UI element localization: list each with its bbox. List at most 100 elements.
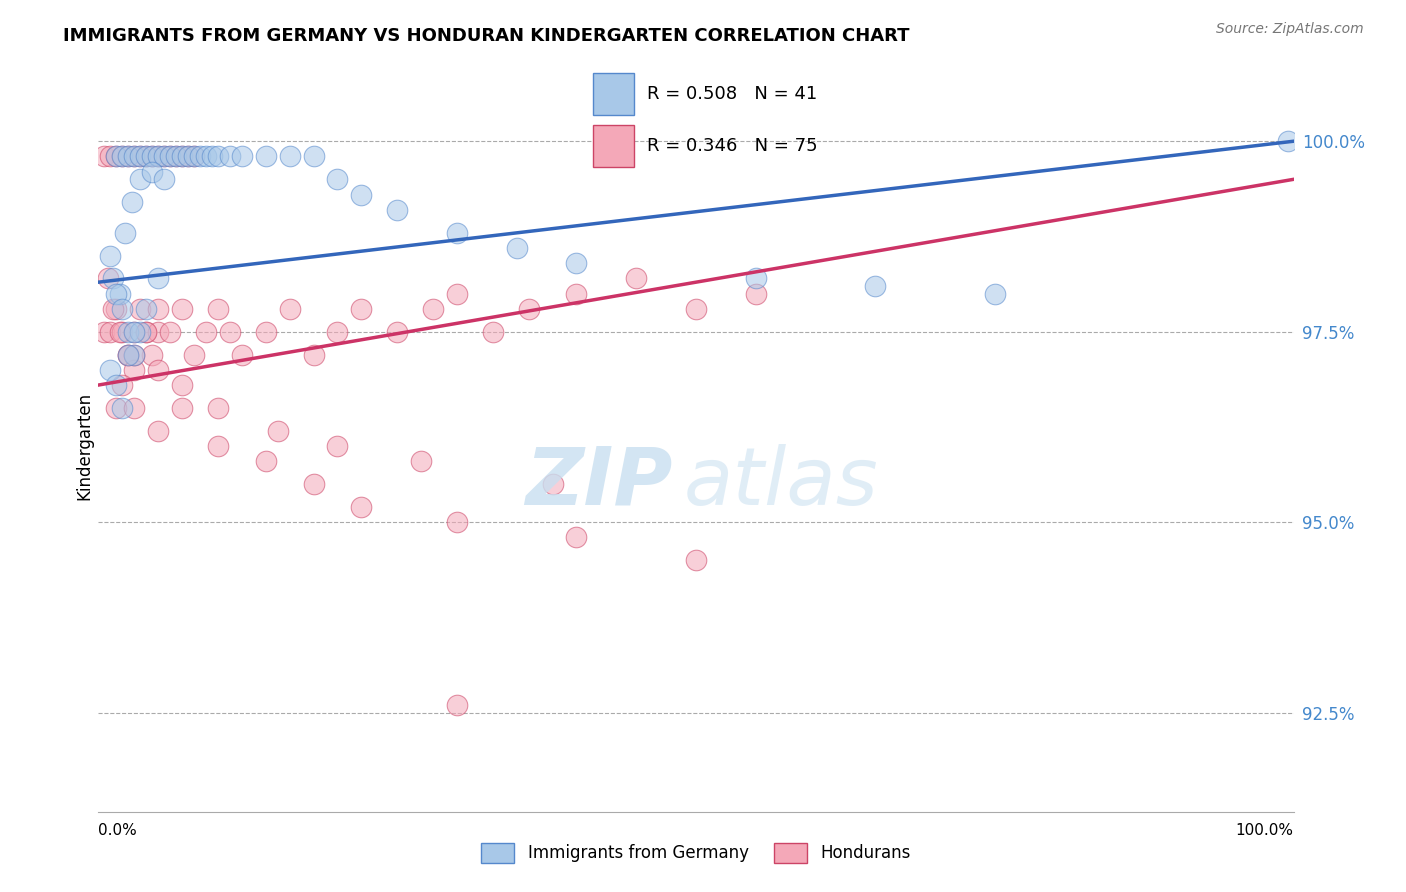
Text: R = 0.508   N = 41: R = 0.508 N = 41	[647, 85, 817, 103]
Point	[129, 325, 152, 339]
Point	[177, 149, 200, 163]
Point	[105, 301, 128, 316]
Point	[446, 286, 468, 301]
Point	[98, 149, 122, 163]
Point	[422, 301, 444, 316]
Point	[129, 301, 152, 316]
Point	[111, 325, 134, 339]
Point	[278, 149, 301, 163]
Point	[517, 301, 540, 316]
Text: R = 0.346   N = 75: R = 0.346 N = 75	[647, 137, 817, 155]
Point	[105, 286, 128, 301]
Point	[105, 149, 128, 163]
Point	[745, 271, 768, 285]
Point	[201, 149, 224, 163]
Point	[172, 401, 194, 415]
Point	[148, 363, 170, 377]
Text: Source: ZipAtlas.com: Source: ZipAtlas.com	[1216, 22, 1364, 37]
Text: 100.0%: 100.0%	[1236, 823, 1294, 838]
FancyBboxPatch shape	[593, 73, 634, 114]
Point	[482, 325, 505, 339]
Point	[183, 149, 205, 163]
Point	[506, 241, 529, 255]
Point	[159, 149, 181, 163]
Point	[446, 515, 468, 529]
Point	[165, 149, 187, 163]
Point	[172, 301, 194, 316]
Point	[153, 149, 176, 163]
Point	[141, 149, 163, 163]
Point	[685, 553, 707, 567]
Point	[1277, 134, 1299, 148]
Point	[93, 149, 115, 163]
Point	[685, 301, 707, 316]
Point	[219, 325, 242, 339]
Point	[148, 149, 170, 163]
Point	[111, 401, 134, 415]
Point	[111, 149, 134, 163]
Point	[141, 149, 163, 163]
Point	[302, 149, 325, 163]
Point	[172, 378, 194, 392]
Point	[117, 347, 139, 361]
Point	[105, 149, 128, 163]
Point	[172, 149, 194, 163]
Point	[124, 347, 146, 361]
Point	[565, 286, 588, 301]
Point	[121, 195, 143, 210]
Point	[93, 325, 115, 339]
Point	[159, 325, 181, 339]
Point	[188, 149, 211, 163]
Point	[117, 149, 139, 163]
Point	[172, 149, 194, 163]
Point	[98, 363, 122, 377]
Point	[124, 325, 146, 339]
Point	[108, 325, 131, 339]
Point	[984, 286, 1007, 301]
Point	[117, 149, 139, 163]
Point	[207, 149, 229, 163]
Point	[565, 531, 588, 545]
Point	[98, 325, 122, 339]
Point	[302, 347, 325, 361]
Point	[231, 149, 253, 163]
Point	[207, 301, 229, 316]
Point	[129, 172, 152, 186]
Point	[135, 325, 157, 339]
Point	[148, 149, 170, 163]
Point	[111, 149, 134, 163]
Point	[254, 149, 277, 163]
Point	[117, 347, 139, 361]
Point	[385, 325, 409, 339]
Point	[135, 149, 157, 163]
Point	[195, 325, 218, 339]
Point	[159, 149, 181, 163]
Point	[141, 347, 163, 361]
Text: ZIP: ZIP	[524, 443, 672, 522]
Point	[129, 149, 152, 163]
Point	[254, 454, 277, 468]
Point	[183, 149, 205, 163]
Point	[105, 401, 128, 415]
Point	[326, 325, 349, 339]
Point	[153, 172, 176, 186]
Point	[111, 301, 134, 316]
Point	[101, 301, 124, 316]
Point	[177, 149, 200, 163]
Point	[129, 149, 152, 163]
Point	[865, 279, 887, 293]
Point	[124, 347, 146, 361]
Point	[153, 149, 176, 163]
Point	[148, 325, 170, 339]
Point	[98, 248, 122, 262]
FancyBboxPatch shape	[593, 125, 634, 167]
Point	[195, 149, 218, 163]
Point	[97, 271, 120, 285]
Point	[350, 187, 373, 202]
Point	[302, 477, 325, 491]
Point	[411, 454, 433, 468]
Point	[626, 271, 648, 285]
Point	[231, 347, 253, 361]
Point	[350, 301, 373, 316]
Point	[124, 149, 146, 163]
